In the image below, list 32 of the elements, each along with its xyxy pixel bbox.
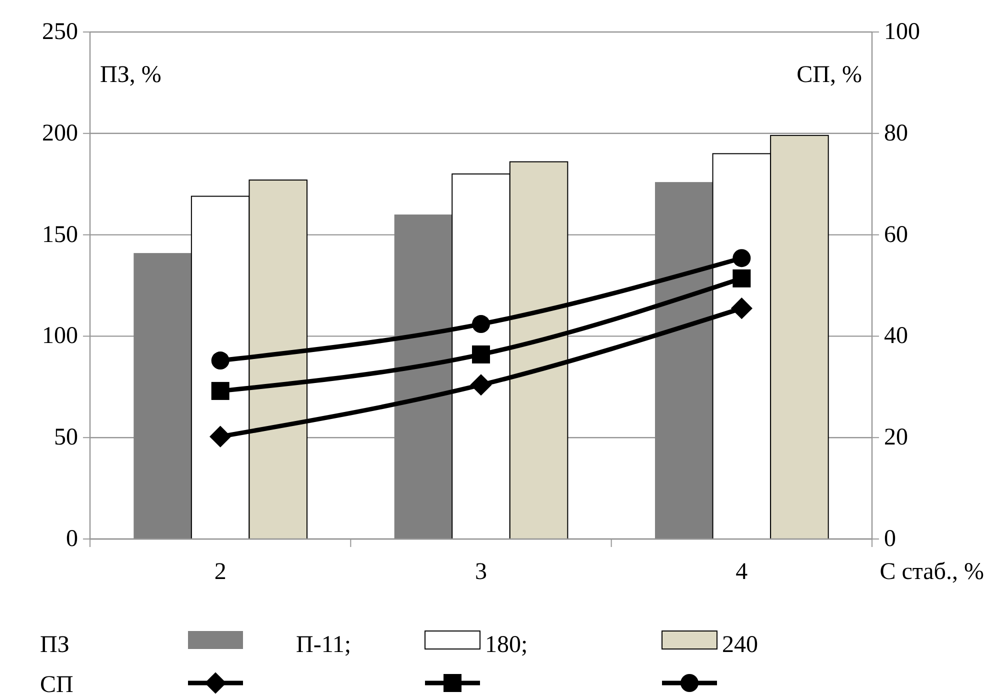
y2-tick-label: 20 bbox=[884, 424, 908, 451]
x-axis-title: С стаб., % bbox=[880, 559, 984, 585]
point bbox=[211, 382, 230, 400]
point bbox=[732, 269, 751, 288]
y2-tick-label: 0 bbox=[884, 526, 896, 552]
y-tick-label: 0 bbox=[66, 526, 78, 552]
point bbox=[732, 249, 751, 268]
y2-tick-label: 100 bbox=[884, 19, 920, 45]
legend-label: П-11; bbox=[296, 632, 352, 658]
point bbox=[211, 352, 230, 370]
point bbox=[472, 345, 490, 364]
point bbox=[472, 315, 490, 334]
y2-tick-label: 60 bbox=[884, 222, 908, 248]
y2-tick-label: 80 bbox=[884, 120, 908, 146]
x-tick-label: 4 bbox=[736, 559, 748, 585]
y-axis-title: ПЗ, % bbox=[100, 62, 162, 88]
point bbox=[730, 298, 752, 320]
legend-label: 180; bbox=[485, 632, 528, 658]
point bbox=[210, 426, 232, 448]
y-tick-label: 250 bbox=[42, 19, 78, 45]
legend-label: 240 bbox=[722, 632, 758, 658]
y2-tick-label: 40 bbox=[884, 323, 908, 350]
text: ПЗ bbox=[40, 632, 70, 658]
y-tick-label: 50 bbox=[54, 424, 78, 451]
x-tick-label: 2 bbox=[214, 559, 226, 585]
x-tick-label: 3 bbox=[475, 559, 487, 585]
y-tick-label: 150 bbox=[42, 222, 78, 248]
y-tick-label: 100 bbox=[42, 323, 78, 350]
y2-axis-title: СП, % bbox=[796, 62, 862, 88]
point bbox=[470, 374, 492, 396]
y-tick-label: 200 bbox=[42, 120, 78, 146]
text: СП bbox=[40, 672, 74, 695]
